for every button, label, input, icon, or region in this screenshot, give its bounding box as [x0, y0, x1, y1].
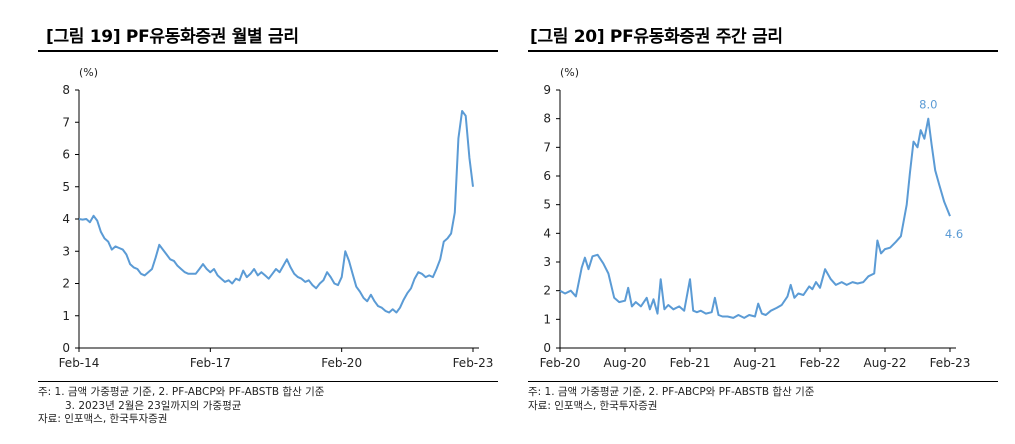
y-tick-label: 8 — [543, 112, 551, 126]
chart-title: [그림 19] PF유동화증권 월별 금리 — [46, 27, 299, 47]
note-line: 주: 1. 금액 가중평균 기준, 2. PF-ABCP와 PF-ABSTB 합… — [38, 386, 325, 398]
monthly-rate-chart: (%) 0 1 2 3 4 5 6 7 8 Feb-14 Feb-17 Feb-20 Feb-23 — [59, 66, 494, 370]
footer-rule — [38, 381, 498, 382]
x-tick-label: Aug-20 — [603, 356, 646, 370]
y-tick-label: 7 — [62, 115, 70, 129]
series-line — [78, 110, 474, 314]
x-tick-label: Feb-23 — [930, 356, 971, 370]
y-tick-label: 6 — [543, 169, 551, 183]
y-unit-label: (%) — [560, 66, 579, 79]
note-line: 3. 2023년 2월은 23일까지의 가중평균 — [65, 399, 242, 412]
y-unit-label: (%) — [79, 66, 98, 79]
data-label: 4.6 — [945, 227, 963, 241]
y-tick-label: 4 — [543, 226, 551, 240]
source-line: 자료: 인포맥스, 한국투자증권 — [38, 413, 168, 425]
series-line — [559, 117, 951, 319]
x-tick-label: Feb-20 — [540, 356, 581, 370]
weekly-rate-chart: (%) 0 1 2 3 4 5 6 7 8 9 Feb-20 Aug-20 Feb-21 Aug-21 Fe… — [540, 66, 971, 370]
y-tick-label: 0 — [62, 341, 70, 355]
y-tick-label: 6 — [62, 148, 70, 162]
y-tick-label: 8 — [62, 83, 70, 97]
y-tick-label: 1 — [543, 312, 551, 326]
title-rule — [528, 50, 998, 52]
x-tick-label: Feb-17 — [190, 356, 231, 370]
x-tick-label: Feb-23 — [453, 356, 494, 370]
x-tick-label: Feb-14 — [59, 356, 100, 370]
note-line: 주: 1. 금액 가중평균 기준, 2. PF-ABCP와 PF-ABSTB 합… — [528, 386, 815, 398]
x-tick-label: Feb-20 — [321, 356, 362, 370]
chart-notes: 주: 1. 금액 가중평균 기준, 2. PF-ABCP와 PF-ABSTB 합… — [528, 386, 814, 413]
title-rule — [38, 50, 498, 52]
y-tick-label: 3 — [543, 255, 551, 269]
x-tick-label: Aug-21 — [733, 356, 776, 370]
y-tick-label: 1 — [62, 309, 70, 323]
chart-title: [그림 20] PF유동화증권 주간 금리 — [530, 27, 783, 47]
y-tick-label: 5 — [62, 180, 70, 194]
x-tick-label: Feb-21 — [670, 356, 711, 370]
y-tick-label: 2 — [62, 277, 70, 291]
y-tick-label: 4 — [62, 212, 70, 226]
chart-notes: 주: 1. 금액 가중평균 기준, 2. PF-ABCP와 PF-ABSTB 합… — [38, 386, 324, 427]
y-tick-label: 2 — [543, 284, 551, 298]
source-line: 자료: 인포맥스, 한국투자증권 — [528, 399, 658, 412]
y-tick-label: 7 — [543, 140, 551, 154]
data-label: 8.0 — [919, 98, 937, 112]
y-tick-label: 9 — [543, 83, 551, 97]
x-tick-label: Feb-22 — [800, 356, 841, 370]
footer-rule — [528, 381, 998, 382]
x-tick-label: Aug-22 — [863, 356, 906, 370]
y-tick-label: 0 — [543, 341, 551, 355]
y-tick-label: 3 — [62, 244, 70, 258]
y-tick-label: 5 — [543, 198, 551, 212]
